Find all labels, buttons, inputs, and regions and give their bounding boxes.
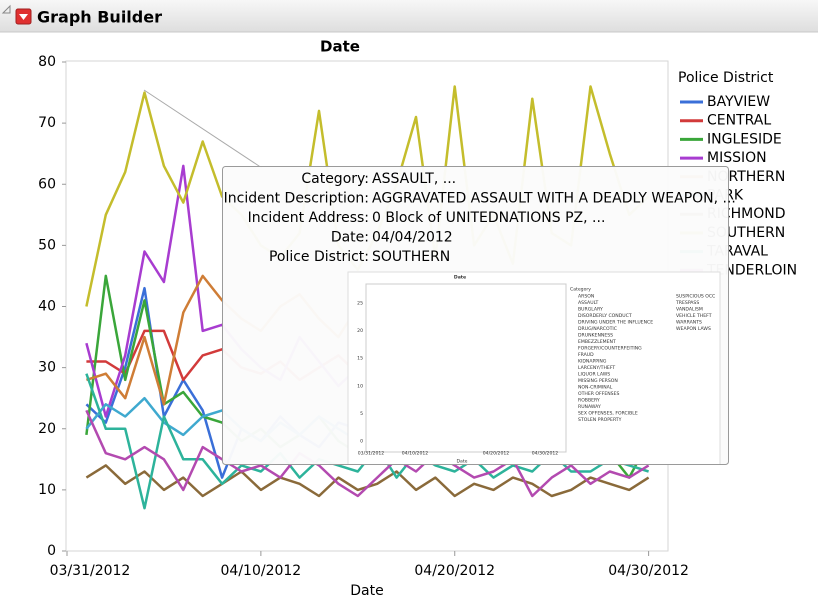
legend-label: MISSION	[707, 150, 767, 166]
thumbnail-x-label: 04/20/2012	[483, 451, 510, 457]
thumbnail-legend-label: SUSPICIOUS OCC	[676, 294, 715, 300]
tooltip-field-value: 0 Block of UNITEDNATIONS PZ, ...	[372, 210, 605, 226]
thumbnail-title: Date	[454, 275, 466, 281]
thumbnail-legend-label: EMBEZZLEMENT	[578, 339, 616, 345]
thumbnail-y-label: 20	[357, 328, 363, 334]
thumbnail-y-label: 25	[357, 301, 363, 307]
tooltip-field-value: SOUTHERN	[372, 249, 450, 265]
thumbnail-legend-label: LIQUOR LAWS	[578, 372, 610, 378]
thumbnail-x-label: 04/10/2012	[402, 451, 429, 457]
tooltip: Category: ASSAULT, ...Incident Descriptio…	[222, 166, 736, 465]
thumbnail-legend-label: VANDALISM	[676, 307, 703, 313]
y-tick-label: 60	[38, 176, 56, 192]
thumbnail-frame	[365, 283, 567, 453]
thumbnail-legend-label: LARCENY/THEFT	[578, 365, 615, 371]
tooltip-field-value: AGGRAVATED ASSAULT WITH A DEADLY WEAPON,…	[372, 191, 736, 207]
thumbnail-y-label: 0	[360, 439, 363, 445]
thumbnail-y-label: 15	[357, 356, 363, 362]
x-tick-label: 03/31/2012	[50, 563, 131, 579]
thumbnail-legend-label: WARRANTS	[676, 320, 702, 326]
thumbnail-legend-label: OTHER OFFENSES	[578, 391, 619, 397]
legend-title: Police District	[678, 70, 774, 86]
y-tick-label: 20	[38, 421, 56, 437]
x-axis-label: Date	[350, 583, 383, 599]
header-bar	[0, 0, 818, 32]
thumbnail-legend-label: NON-CRIMINAL	[578, 385, 613, 391]
thumbnail-legend-label: DRIVING UNDER THE INFLUENCE	[578, 320, 653, 326]
x-tick-label: 04/30/2012	[608, 563, 689, 579]
thumbnail-x-label: Date	[457, 459, 468, 465]
y-tick-label: 50	[38, 237, 56, 253]
x-tick-label: 04/10/2012	[221, 563, 302, 579]
y-tick-label: 0	[47, 543, 56, 559]
tooltip-field-label: Incident Address:	[248, 210, 369, 226]
thumbnail-legend-label: RUNAWAY	[578, 404, 601, 410]
thumbnail-legend-label: TRESPASS	[675, 300, 699, 306]
tooltip-field-label: Date:	[331, 230, 369, 246]
thumbnail-legend-label: BURGLARY	[578, 307, 603, 313]
thumbnail-bg	[347, 271, 721, 464]
series-line	[85, 409, 650, 498]
thumbnail-legend-label: DRUG/NARCOTIC	[578, 326, 617, 332]
thumbnail-legend-label: SEX OFFENSES, FORCIBLE	[578, 411, 638, 417]
legend-label: BAYVIEW	[707, 94, 770, 110]
y-tick-label: 30	[38, 360, 56, 376]
thumbnail-legend-label: DRUNKENNESS	[578, 333, 613, 339]
thumbnail-legend-title: Category	[570, 287, 591, 293]
thumbnail-y-label: 10	[357, 383, 363, 389]
menu-arrow	[19, 14, 28, 20]
thumbnail-legend-label: KIDNAPPING	[578, 359, 607, 365]
thumbnail-legend-label: VEHICLE THEFT	[676, 313, 712, 319]
thumbnail-legend-label: STOLEN PROPERTY	[578, 417, 622, 423]
thumbnail-y-label: 5	[360, 411, 363, 417]
x-tick-label: 04/20/2012	[414, 563, 495, 579]
thumbnail-legend-label: ROBBERY	[578, 398, 600, 404]
y-tick-label: 80	[38, 54, 56, 70]
thumbnail-legend-label: FORGERY/COUNTERFEITING	[578, 346, 642, 352]
chart-title: Date	[320, 38, 360, 56]
tooltip-connector	[143, 89, 263, 169]
thumbnail-legend-label: ASSAULT	[578, 300, 598, 306]
thumbnail-legend-label: WEAPON LAWS	[676, 326, 711, 332]
thumbnail-legend-label: FRAUD	[578, 352, 594, 358]
y-tick-label: 40	[38, 299, 56, 315]
legend-label: CENTRAL	[707, 113, 771, 129]
thumbnail-legend-label: DISORDERLY CONDUCT	[578, 313, 632, 319]
tooltip-field-value: ASSAULT, ...	[372, 171, 456, 187]
tooltip-field-label: Incident Description:	[224, 191, 369, 207]
thumbnail: Date Date Category 0 5 10 15 20 25 03/31/2012 0…	[347, 271, 721, 465]
tooltip-field-label: Category:	[301, 171, 369, 187]
window-title: Graph Builder	[37, 8, 162, 27]
thumbnail-legend-label: ARSON	[578, 294, 594, 300]
y-tick-label: 10	[38, 482, 56, 498]
disclosure-icon[interactable]	[1, 4, 11, 14]
tooltip-field-value: 04/04/2012	[372, 230, 453, 246]
thumbnail-x-label: 04/30/2012	[532, 451, 559, 457]
thumbnail-x-label: 03/31/2012	[358, 451, 385, 457]
thumbnail-legend-label: MISSING PERSON	[578, 378, 618, 384]
y-tick-label: 70	[38, 115, 56, 131]
legend-label: INGLESIDE	[707, 131, 782, 147]
tooltip-field-label: Police District:	[269, 249, 369, 265]
